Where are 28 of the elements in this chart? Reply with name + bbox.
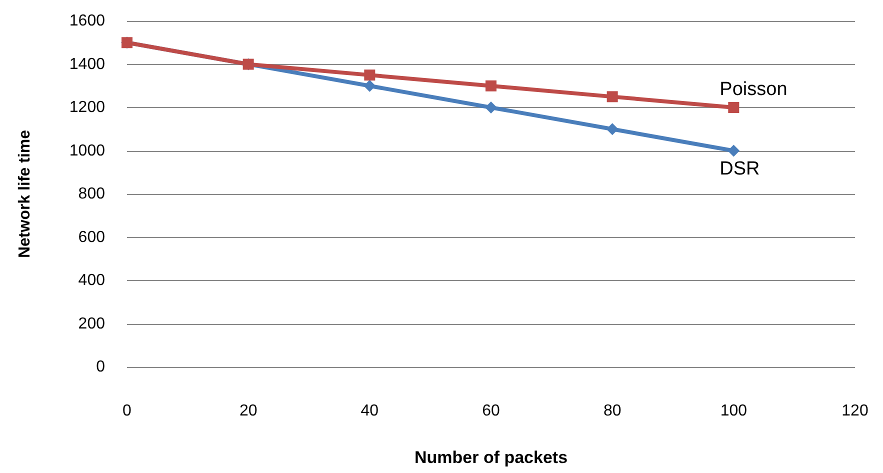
series-label: DSR bbox=[720, 158, 760, 180]
y-tick-label: 1200 bbox=[69, 99, 106, 116]
y-tick-label: 1400 bbox=[69, 56, 106, 73]
y-tick-label: 800 bbox=[78, 186, 106, 202]
x-tick-label: 20 bbox=[239, 402, 258, 420]
y-tick-label: 200 bbox=[78, 315, 106, 332]
point bbox=[364, 70, 376, 81]
x-tick-label: 80 bbox=[603, 402, 622, 420]
y-tick-label: 0 bbox=[96, 358, 106, 376]
point bbox=[485, 102, 497, 114]
x-tick-label: 60 bbox=[482, 402, 500, 420]
series-label: Poisson bbox=[720, 79, 788, 100]
point bbox=[728, 102, 740, 113]
point bbox=[606, 123, 618, 136]
point bbox=[364, 80, 376, 92]
y-tick-label: 600 bbox=[78, 228, 106, 246]
point bbox=[728, 144, 740, 157]
point bbox=[606, 91, 618, 102]
y-tick-label: 1600 bbox=[69, 12, 106, 30]
x-tick-label: 0 bbox=[122, 402, 132, 420]
y-tick-label: 400 bbox=[78, 272, 106, 289]
y-axis-title: Network life time bbox=[16, 130, 34, 258]
x-tick-label: 40 bbox=[360, 402, 379, 420]
x-tick-label: 100 bbox=[720, 402, 748, 420]
y-tick-label: 1000 bbox=[69, 142, 106, 160]
x-axis-title: Number of packets bbox=[414, 448, 568, 467]
x-tick-label: 120 bbox=[842, 402, 868, 420]
point bbox=[486, 80, 496, 92]
